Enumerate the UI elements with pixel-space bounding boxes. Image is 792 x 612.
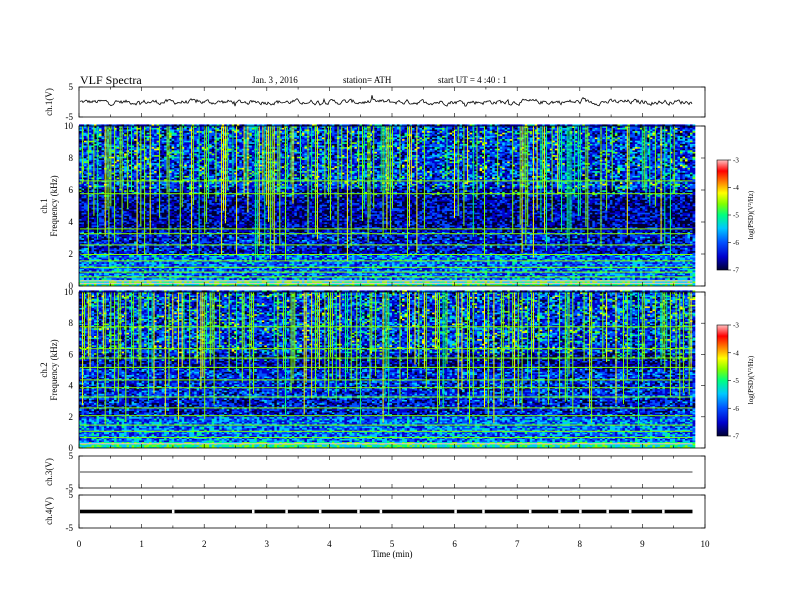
ch1-waveform-yticks: 5-5 [66,82,706,122]
ch1-waveform-trace [80,95,692,106]
ch1-voltage-axis-label: ch.1(V) [44,88,54,116]
ch1-waveform-line [80,95,692,106]
date-label: Jan. 3 , 2016 [252,75,298,85]
y-tick-label: 5 [69,82,74,92]
ch1-waveform-panel: 5-5 ch.1(V) [44,82,705,122]
station-label: station= ATH [343,75,392,85]
figure-title: VLF Spectra [80,73,142,87]
ch1-spectrogram-heatmap [79,124,695,286]
start-time-label: start UT = 4 :40 : 1 [438,75,507,85]
